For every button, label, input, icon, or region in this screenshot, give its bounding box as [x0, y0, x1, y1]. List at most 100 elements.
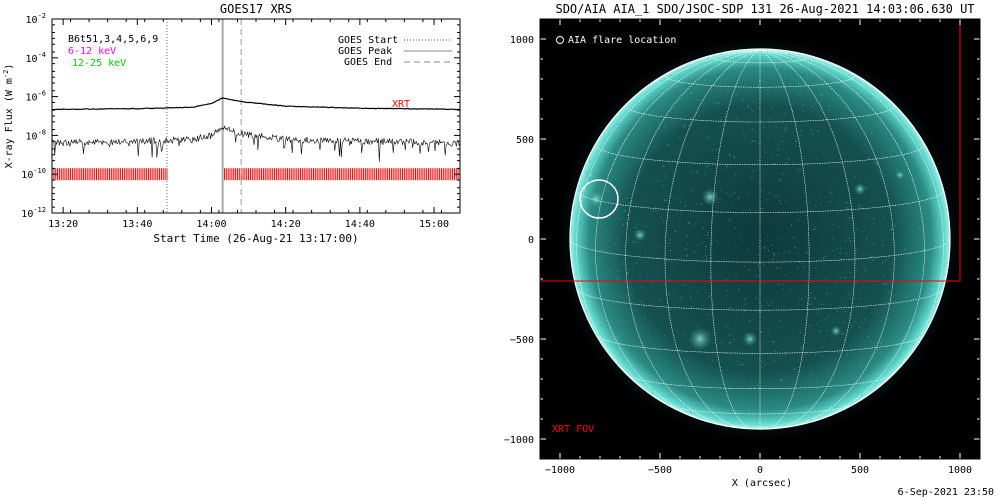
disk-speckle: [882, 157, 884, 160]
disk-speckle: [856, 281, 858, 284]
disk-speckle: [856, 151, 858, 153]
goes-y-tick-base: 10: [26, 131, 38, 142]
disk-speckle: [725, 279, 728, 281]
disk-speckle: [716, 418, 719, 420]
disk-speckle: [728, 153, 731, 156]
disk-speckle: [756, 159, 758, 161]
disk-speckle: [942, 229, 945, 231]
disk-speckle: [795, 140, 797, 143]
disk-speckle: [636, 223, 638, 226]
disk-speckle: [639, 276, 641, 279]
aia-y-tick-label: −1000: [504, 435, 534, 446]
disk-speckle: [864, 123, 867, 125]
disk-speckle: [697, 377, 699, 379]
disk-speckle: [809, 116, 811, 118]
disk-speckle: [833, 321, 835, 323]
disk-speckle: [881, 207, 884, 209]
disk-speckle: [633, 241, 635, 243]
disk-speckle: [735, 116, 737, 118]
disk-speckle: [738, 403, 740, 405]
disk-speckle: [775, 267, 777, 269]
disk-speckle: [718, 102, 720, 104]
disk-speckle: [871, 132, 873, 134]
disk-speckle: [703, 79, 706, 82]
disk-speckle: [791, 223, 793, 226]
disk-speckle: [818, 196, 821, 198]
disk-speckle: [800, 347, 803, 349]
disk-speckle: [678, 74, 680, 76]
disk-speckle: [747, 105, 750, 107]
disk-speckle: [767, 249, 770, 252]
longitude-line: [759, 50, 951, 240]
disk-speckle: [784, 113, 786, 116]
disk-speckle: [713, 402, 716, 404]
disk-speckle: [763, 126, 765, 129]
disk-speckle: [819, 330, 822, 332]
aia-image-background: [540, 19, 980, 459]
disk-speckle: [899, 215, 901, 217]
disk-speckle: [784, 199, 786, 202]
disk-speckle: [849, 240, 852, 242]
disk-speckle: [874, 312, 877, 314]
disk-speckle: [858, 298, 861, 300]
disk-speckle: [814, 65, 816, 67]
disk-speckle: [722, 279, 725, 282]
disk-speckle: [629, 201, 631, 203]
disk-speckle: [785, 352, 787, 354]
disk-speckle: [728, 342, 731, 344]
disk-speckle: [767, 422, 769, 424]
latitude-line: [710, 56, 810, 64]
disk-speckle: [925, 202, 927, 204]
disk-speckle: [583, 233, 585, 235]
disk-speckle: [858, 205, 861, 207]
disk-speckle: [844, 166, 846, 168]
disk-speckle: [724, 412, 726, 414]
disk-speckle: [656, 245, 658, 247]
disk-speckle: [708, 136, 710, 138]
disk-speckle: [882, 282, 885, 284]
disk-speckle: [658, 298, 660, 301]
disk-speckle: [880, 108, 882, 110]
disk-speckle: [582, 236, 585, 238]
latitude-line: [569, 238, 951, 263]
disk-speckle: [888, 291, 890, 293]
disk-speckle: [735, 320, 737, 323]
disk-speckle: [856, 228, 858, 230]
disk-speckle: [724, 116, 727, 118]
disk-speckle: [579, 297, 581, 299]
disk-speckle: [866, 378, 868, 381]
disk-speckle: [838, 225, 840, 227]
disk-speckle: [855, 97, 857, 99]
disk-speckle: [753, 140, 755, 142]
disk-speckle: [575, 240, 577, 243]
disk-speckle: [680, 153, 682, 156]
disk-speckle: [829, 303, 831, 305]
disk-speckle: [686, 360, 689, 362]
disk-speckle: [891, 204, 893, 206]
disk-speckle: [773, 195, 776, 197]
disk-speckle: [865, 187, 867, 190]
disk-speckle: [883, 216, 886, 218]
disk-speckle: [849, 271, 851, 274]
disk-speckle: [839, 305, 841, 307]
goes-y-tick-base: 10: [26, 93, 38, 104]
disk-speckle: [572, 205, 574, 207]
disk-speckle: [740, 349, 743, 351]
disk-speckle: [586, 310, 588, 313]
legend-goes-peak-label: GOES Peak: [338, 46, 392, 57]
disk-speckle: [720, 119, 722, 121]
disk-speckle: [865, 269, 867, 272]
disk-speckle: [810, 419, 812, 421]
disk-speckle: [617, 123, 619, 126]
disk-speckle: [798, 337, 800, 339]
disk-speckle: [711, 241, 713, 244]
disk-speckle: [781, 140, 784, 142]
disk-speckle: [797, 252, 799, 255]
disk-speckle: [797, 219, 799, 221]
disk-speckle: [871, 255, 873, 257]
disk-speckle: [858, 326, 861, 328]
disk-speckle: [741, 283, 744, 286]
disk-speckle: [851, 349, 853, 352]
disk-speckle: [806, 118, 808, 120]
disk-speckle: [608, 239, 610, 241]
